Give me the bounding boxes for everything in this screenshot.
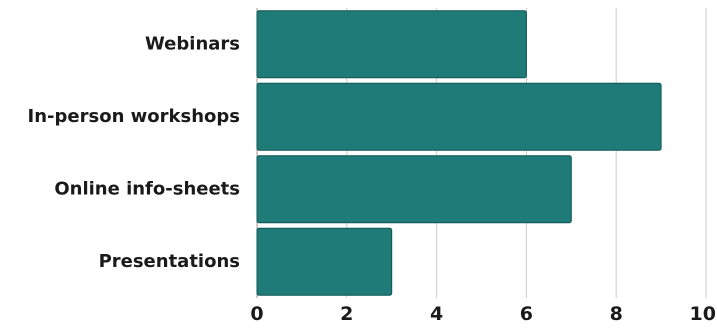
x-tick-label: 0 (250, 303, 263, 325)
bar-webinars (256, 10, 527, 79)
x-tick-label: 10 (690, 303, 716, 325)
x-tick-label: 4 (430, 303, 443, 325)
bar-online-info-sheets (256, 155, 572, 224)
category-label: Presentations (99, 251, 240, 272)
bars (256, 10, 662, 296)
x-tick-label: 8 (610, 303, 623, 325)
x-tick-label: 6 (520, 303, 533, 325)
category-label: In-person workshops (28, 106, 240, 127)
bar-presentations (256, 227, 393, 296)
x-tick-labels: 0 2 4 6 8 10 (250, 303, 716, 325)
category-labels: Webinars In-person workshops Online info-s… (28, 33, 240, 272)
category-label: Webinars (145, 33, 240, 54)
x-tick-label: 2 (340, 303, 353, 325)
bar-in-person-workshops (256, 82, 662, 151)
category-label: Online info-sheets (54, 178, 240, 199)
